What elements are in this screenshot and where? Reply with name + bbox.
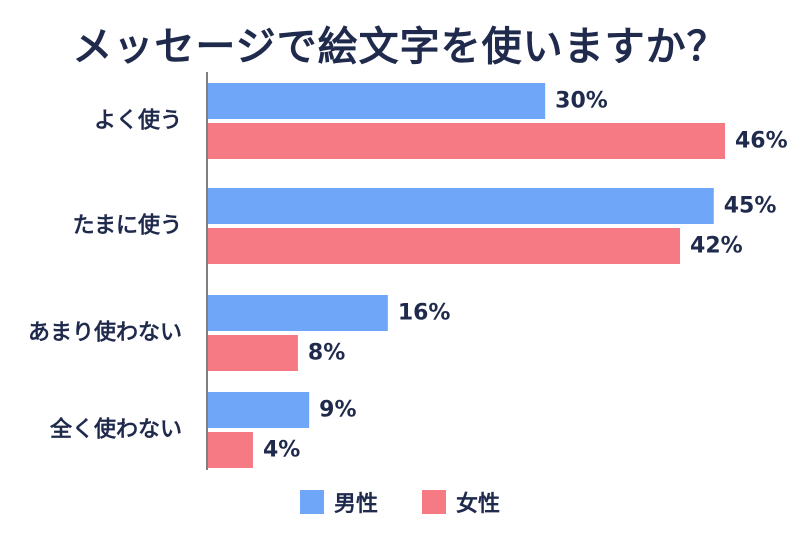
value-label-female: 4%	[263, 438, 300, 463]
legend-label-female: 女性	[456, 492, 501, 517]
legend-item-male: 男性	[299, 486, 378, 518]
bars-layer	[208, 83, 725, 468]
value-label-male: 16%	[398, 301, 451, 326]
value-label-female: 42%	[690, 234, 743, 259]
labels-layer: よく使う 30% 46% たまに使う 45% 42% あまり使わない 16% 8% 全く使わない 9…	[28, 89, 788, 463]
category-label: よく使う	[94, 109, 182, 134]
legend: 男性 女性	[0, 486, 800, 518]
bar-male	[208, 392, 310, 428]
bar-female	[208, 432, 253, 468]
bar-male	[208, 83, 546, 119]
category-label: 全く使わない	[49, 417, 182, 443]
legend-label-male: 男性	[333, 492, 378, 517]
chart-title: メッセージで絵文字を使いますか？	[72, 24, 728, 70]
legend-item-female: 女性	[422, 486, 500, 518]
category-label: あまり使わない	[28, 321, 182, 346]
bar-female	[208, 228, 681, 264]
bar-female	[208, 335, 298, 371]
category-label: たまに使う	[73, 214, 182, 239]
value-label-male: 9%	[319, 398, 356, 423]
value-label-male: 30%	[555, 89, 608, 114]
value-label-male: 45%	[724, 194, 777, 219]
value-label-female: 46%	[735, 129, 788, 154]
value-label-female: 8%	[308, 341, 345, 366]
bar-female	[208, 123, 725, 159]
legend-swatch-female	[422, 490, 446, 514]
bar-male	[208, 188, 714, 224]
legend-swatch-male	[299, 490, 324, 514]
bar-male	[208, 295, 388, 331]
